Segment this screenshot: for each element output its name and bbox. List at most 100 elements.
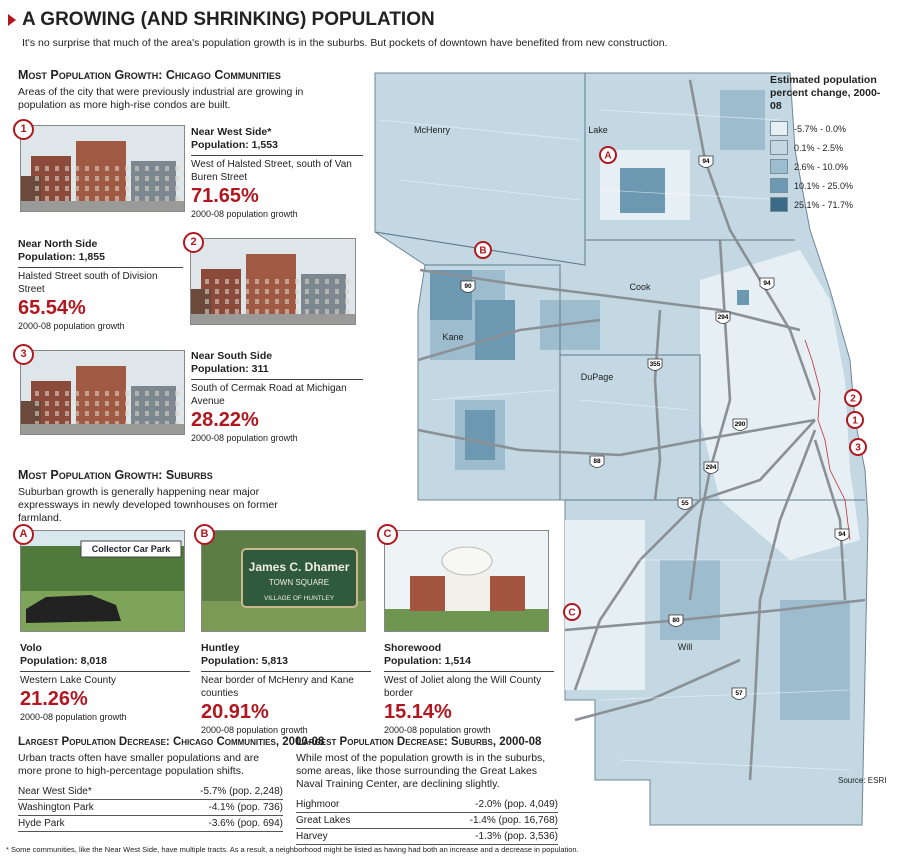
window — [45, 176, 49, 181]
window — [35, 166, 39, 171]
table-row: Great Lakes -1.4% (pop. 16,768) — [296, 813, 558, 829]
highway-shield — [834, 528, 850, 541]
map-marker-label: 1 — [852, 416, 858, 427]
window — [145, 391, 149, 396]
rule — [20, 671, 190, 672]
window — [145, 186, 149, 191]
county-label: Cook — [629, 282, 651, 292]
marker-badge: B — [194, 524, 215, 545]
item-name: Huntley — [201, 642, 240, 654]
window — [285, 309, 289, 314]
window — [105, 196, 109, 201]
car — [26, 595, 121, 623]
page-title: A Growing (and Shrinking) Population — [22, 9, 435, 30]
window — [105, 401, 109, 406]
highway-label: 94 — [763, 280, 771, 287]
window — [75, 401, 79, 406]
highway-label: 294 — [718, 314, 729, 321]
window — [95, 186, 99, 191]
photo — [190, 238, 356, 325]
window — [85, 186, 89, 191]
window — [65, 411, 69, 416]
window — [95, 196, 99, 201]
window — [205, 309, 209, 314]
legend: Estimated population percent change, 200… — [770, 74, 888, 214]
item-name: Shorewood — [384, 642, 442, 654]
subtitle: It's no surprise that much of the area's… — [22, 37, 668, 49]
section-description: Suburban growth is generally happening n… — [18, 486, 278, 524]
item-text: Volo Population: 8,018 Western Lake County… — [20, 642, 190, 724]
photo — [20, 125, 185, 212]
item-growth: 21.26% — [20, 688, 88, 710]
map-marker — [846, 411, 864, 429]
window — [295, 289, 299, 294]
rule — [191, 155, 363, 156]
window — [325, 289, 329, 294]
window — [135, 196, 139, 201]
window — [85, 411, 89, 416]
window — [95, 176, 99, 181]
item-population: Population: 5,813 — [201, 655, 288, 667]
window — [175, 196, 179, 201]
window — [65, 166, 69, 171]
window — [175, 176, 179, 181]
legend-item: 10.1% - 25.0% — [770, 176, 888, 195]
window — [295, 279, 299, 284]
item-name: Near South Side — [191, 350, 273, 362]
window — [305, 289, 309, 294]
footnote: * Some communities, like the Near West S… — [6, 845, 579, 854]
highway-label: 55 — [681, 500, 689, 507]
window — [75, 186, 79, 191]
sign — [241, 548, 358, 608]
window — [265, 279, 269, 284]
marker-badge: C — [377, 524, 398, 545]
highway-label: 94 — [838, 531, 846, 538]
photo-art — [21, 351, 184, 434]
item-growth: 15.14% — [384, 701, 452, 723]
window — [225, 289, 229, 294]
window — [65, 401, 69, 406]
window — [145, 166, 149, 171]
rule — [201, 671, 371, 672]
window — [265, 289, 269, 294]
window — [45, 411, 49, 416]
window — [225, 299, 229, 304]
row-name: Highmoor — [296, 799, 340, 810]
window — [125, 176, 129, 181]
tract-high — [430, 168, 749, 460]
row-name: Washington Park — [18, 802, 94, 813]
decrease-table: Largest Population Decrease: Suburbs, 20… — [296, 736, 558, 845]
highway-shield — [589, 455, 605, 468]
window — [65, 176, 69, 181]
window — [165, 176, 169, 181]
item-text: Near West Side* Population: 1,553 West of … — [191, 126, 363, 221]
window — [225, 279, 229, 284]
window — [335, 309, 339, 314]
county-label: Will — [678, 642, 693, 652]
window — [315, 299, 319, 304]
window — [325, 299, 329, 304]
rule — [18, 267, 183, 268]
item-population: Population: 1,553 — [191, 139, 278, 151]
item-location: Western Lake County — [20, 675, 116, 686]
window — [55, 391, 59, 396]
item-growth: 65.54% — [18, 297, 86, 319]
region — [374, 72, 869, 826]
decrease-table: Largest Population Decrease: Chicago Com… — [18, 736, 324, 832]
window — [115, 411, 119, 416]
window — [165, 196, 169, 201]
table-description: While most of the population growth is i… — [296, 752, 546, 790]
highway-label: 294 — [706, 464, 717, 471]
window — [155, 176, 159, 181]
legend-swatch — [770, 178, 788, 193]
window — [65, 421, 69, 426]
window — [35, 186, 39, 191]
window — [75, 391, 79, 396]
window — [225, 309, 229, 314]
marker-badge: 2 — [183, 232, 204, 253]
window — [115, 401, 119, 406]
window — [145, 411, 149, 416]
window — [45, 196, 49, 201]
section-description: Areas of the city that were previously i… — [18, 86, 304, 111]
window — [245, 309, 249, 314]
